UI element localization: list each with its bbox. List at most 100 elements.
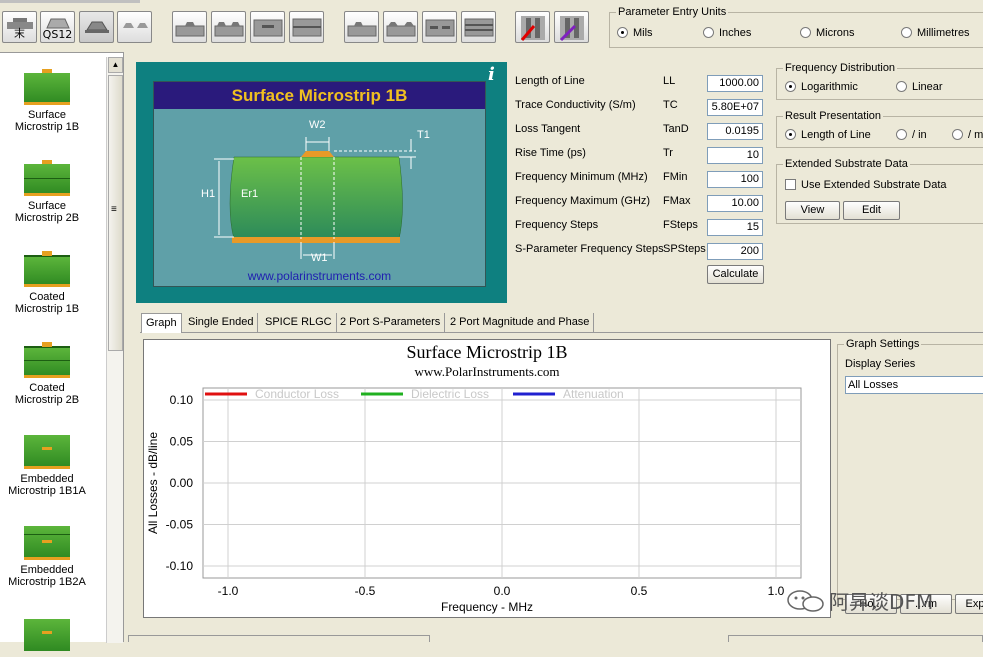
norm-button[interactable]: ...rm: [900, 594, 952, 614]
embedded-microstrip-1b1a-icon: [24, 431, 70, 469]
result-presentation-group: Result Presentation: [776, 110, 983, 148]
tab-single-ended[interactable]: Single Ended: [184, 313, 259, 332]
per-inch-radio[interactable]: / in: [896, 129, 927, 141]
linear-radio[interactable]: Linear: [896, 81, 943, 93]
loss-chart: Surface Microstrip 1B www.PolarInstrument…: [146, 342, 802, 614]
param-label-loss-tangent: Loss Tangent: [515, 123, 581, 135]
goal-seek-purple-icon: [559, 16, 584, 42]
sidebar-item-surface-microstrip-1b[interactable]: Surface Microstrip 1B: [4, 67, 90, 133]
tab-2port-s-parameters[interactable]: 2 Port S-Parameters: [336, 313, 446, 332]
qs12-icon: [46, 18, 70, 29]
sidebar-item-coated-microstrip-2b[interactable]: Coated Microstrip 2B: [4, 340, 90, 406]
x-tick-label: 0.5: [631, 584, 648, 598]
toolbar-button-1[interactable]: 末: [2, 11, 37, 43]
units-inches-radio[interactable]: Inches: [703, 27, 751, 39]
tab-spice-rlgc[interactable]: SPICE RLGC: [261, 313, 337, 332]
toolbar-button-1-label: 末: [14, 27, 25, 40]
toolbar: 末 QS12 Parameter Entry Units Mils Inches…: [0, 0, 983, 52]
status-strip-left: [128, 635, 430, 642]
info-icon[interactable]: i: [488, 64, 495, 85]
frequency-maximum-input[interactable]: 10.00: [707, 195, 763, 212]
toolbar-button-10[interactable]: [383, 11, 418, 43]
surface-microstrip-1b-icon: [24, 67, 70, 105]
diagram-url: www.polarinstruments.com: [247, 269, 392, 283]
toolbar-button-trapezoid[interactable]: [79, 11, 114, 43]
surface-microstrip-2b-icon: [24, 158, 70, 196]
toolbar-button-12[interactable]: [461, 11, 496, 43]
param-abbr-rise-time: Tr: [663, 147, 673, 159]
graph-settings-legend: Graph Settings: [846, 338, 920, 350]
rise-time-input[interactable]: 10: [707, 147, 763, 164]
coated-microstrip-1b-icon: [24, 249, 70, 287]
sidebar-item-partial[interactable]: [4, 615, 90, 657]
export-button[interactable]: Exp: [955, 594, 983, 614]
toolbar-button-11[interactable]: [422, 11, 457, 43]
scroll-thumb[interactable]: ≡: [108, 75, 123, 351]
edit-button[interactable]: Edit: [843, 201, 900, 220]
chart-subtitle: www.PolarInstruments.com: [414, 364, 559, 379]
y-tick-label: -0.05: [166, 518, 194, 532]
toolbar-button-two-traces[interactable]: [117, 11, 152, 43]
param-label-spsteps: S-Parameter Frequency Steps: [515, 243, 664, 255]
h1-label: H1: [201, 188, 216, 200]
param-abbr-length: LL: [663, 75, 676, 87]
x-tick-label: 0.0: [494, 584, 511, 598]
watermark: 阿昇谈DFM: [786, 586, 933, 614]
param-abbr-conductivity: TC: [663, 99, 678, 111]
toolbar-button-8[interactable]: [289, 11, 324, 43]
y-tick-label: 0.10: [170, 393, 194, 407]
embedded-icon: [253, 19, 283, 37]
sidebar-item-embedded-microstrip-1b2a[interactable]: Embedded Microstrip 1B2A: [4, 522, 90, 588]
use-extended-substrate-checkbox[interactable]: Use Extended Substrate Data: [785, 179, 947, 191]
legend-label: Conductor Loss: [255, 387, 339, 401]
diff-stripline-icon: [464, 18, 494, 37]
sidebar-item-surface-microstrip-2b[interactable]: Surface Microstrip 2B: [4, 158, 90, 224]
s-parameter-steps-input[interactable]: 200: [707, 243, 763, 260]
chart-title: Surface Microstrip 1B: [407, 342, 568, 362]
tab-2port-magnitude-phase[interactable]: 2 Port Magnitude and Phase: [446, 313, 595, 332]
param-abbr-fsteps: FSteps: [663, 219, 698, 231]
display-series-select[interactable]: All Losses: [845, 376, 983, 394]
toolbar-button-qs12[interactable]: QS12: [40, 11, 75, 43]
logarithmic-radio[interactable]: Logarithmic: [785, 81, 858, 93]
frequency-minimum-input[interactable]: 100: [707, 171, 763, 188]
two-traces-icon: [123, 23, 148, 28]
param-label-fmin: Frequency Minimum (MHz): [515, 171, 648, 183]
toolbar-button-7[interactable]: [250, 11, 285, 43]
units-mils-radio[interactable]: Mils: [617, 27, 653, 39]
stripline-layers-icon: [292, 18, 322, 37]
toolbar-button-6[interactable]: [211, 11, 246, 43]
param-label-fmax: Frequency Maximum (GHz): [515, 195, 651, 207]
diff-embedded-icon: [425, 19, 455, 37]
x-axis-label: Frequency - MHz: [441, 600, 533, 614]
length-of-line-input[interactable]: 1000.00: [707, 75, 763, 92]
result-presentation-legend: Result Presentation: [785, 110, 881, 122]
frequency-distribution-legend: Frequency Distribution: [785, 62, 896, 74]
home-button[interactable]: Ho...: [845, 594, 897, 614]
param-label-fsteps: Frequency Steps: [515, 219, 599, 231]
toolbar-button-5[interactable]: [172, 11, 207, 43]
toolbar-button-goal-seek-red[interactable]: [515, 11, 550, 43]
extended-substrate-group: Extended Substrate Data: [776, 158, 983, 224]
sidebar-item-coated-microstrip-1b[interactable]: Coated Microstrip 1B: [4, 249, 90, 315]
toolbar-button-goal-seek-purple[interactable]: [554, 11, 589, 43]
length-of-line-radio[interactable]: Length of Line: [785, 129, 871, 141]
units-millimetres-radio[interactable]: Millimetres: [901, 27, 970, 39]
scroll-up-button[interactable]: ▲: [108, 57, 123, 73]
toolbar-button-9[interactable]: [344, 11, 379, 43]
frequency-steps-input[interactable]: 15: [707, 219, 763, 236]
y-axis-label: All Losses - dB/line: [146, 432, 160, 534]
units-microns-radio[interactable]: Microns: [800, 27, 855, 39]
sidebar-item-embedded-microstrip-1b1a[interactable]: Embedded Microstrip 1B1A: [4, 431, 90, 497]
calculate-button[interactable]: Calculate: [707, 265, 764, 284]
trace-conductivity-input[interactable]: 5.80E+07: [707, 99, 763, 116]
per-metre-radio[interactable]: / m: [952, 129, 983, 141]
coupled-microstrip-icon: [214, 22, 244, 37]
trapezoid-icon: [85, 21, 109, 33]
param-abbr-loss-tangent: TanD: [663, 123, 689, 135]
tab-graph[interactable]: Graph: [141, 313, 182, 333]
diagram-inner: Surface Microstrip 1B W2 T1 H1 Er1 W1: [153, 81, 486, 287]
loss-tangent-input[interactable]: 0.0195: [707, 123, 763, 140]
sidebar-scrollbar[interactable]: ▲ ≡: [106, 57, 123, 643]
view-button[interactable]: View: [785, 201, 840, 220]
